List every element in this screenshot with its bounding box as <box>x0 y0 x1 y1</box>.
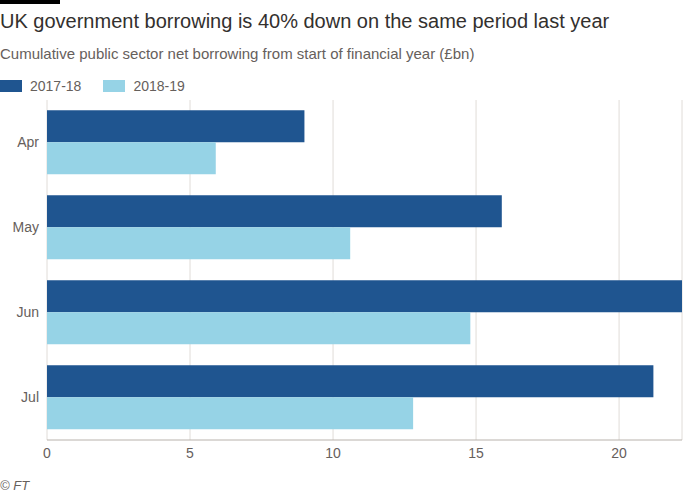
html-text:2018-19: 2018-19 <box>133 78 185 94</box>
svg-text:Jul: Jul <box>21 389 39 405</box>
svg-text:10: 10 <box>325 445 341 461</box>
svg-text:5: 5 <box>186 445 194 461</box>
svg-text:May: May <box>13 219 39 235</box>
html-text:Cumulative public sector net b: Cumulative public sector net borrowing f… <box>0 45 475 62</box>
svg-text:Apr: Apr <box>17 134 39 150</box>
html-text:2017-18: 2017-18 <box>30 78 82 94</box>
html-text:© FT: © FT <box>0 478 30 493</box>
svg-text:0: 0 <box>43 445 51 461</box>
svg-text:Jun: Jun <box>16 304 39 320</box>
svg-text:20: 20 <box>611 445 627 461</box>
html-text:UK government borrowing is 40%: UK government borrowing is 40% down on t… <box>0 10 610 32</box>
svg-text:15: 15 <box>468 445 484 461</box>
